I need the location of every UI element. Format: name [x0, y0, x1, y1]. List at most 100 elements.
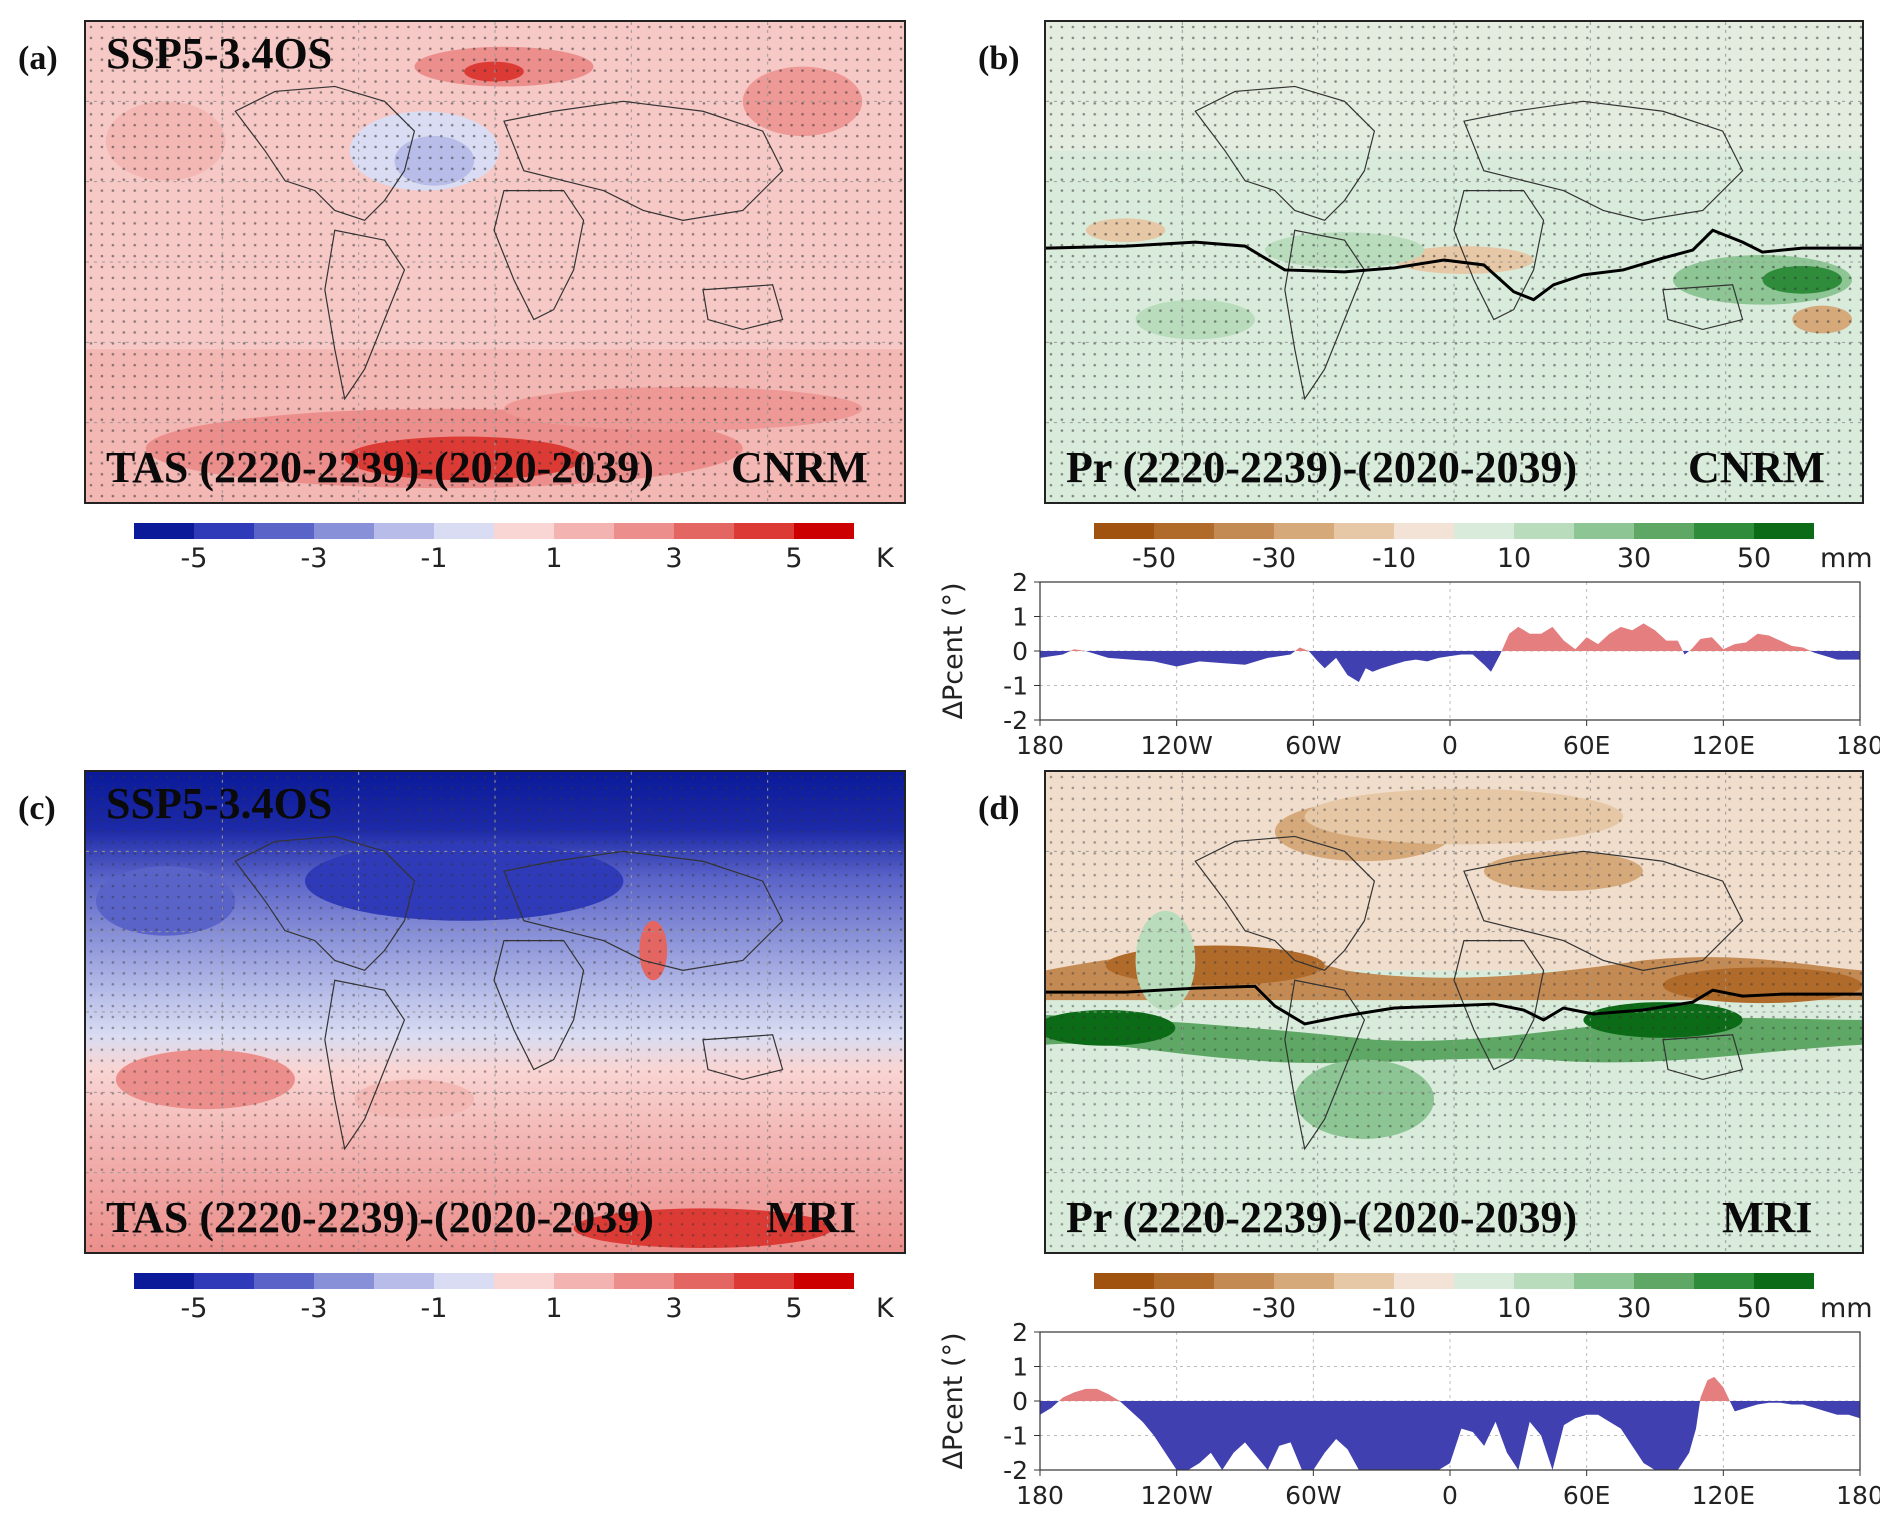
x-tick-label: 120W [1140, 731, 1212, 760]
colorbar-swatch [1454, 1273, 1514, 1289]
colorbar-swatch [434, 1273, 494, 1289]
colorbar-swatch [1754, 1273, 1814, 1289]
x-tick-label: 180 [1836, 731, 1880, 760]
cb-d-unit: mm [1820, 1293, 1873, 1324]
colorbar-swatch [494, 523, 554, 539]
cb-c-tick-3: -1 [420, 1293, 448, 1324]
x-tick-label: 60W [1285, 731, 1342, 760]
pr-map-mri [1046, 772, 1862, 1252]
cb-a-tick-5: 3 [665, 543, 683, 574]
colorbar-swatch [1694, 1273, 1754, 1289]
map-panel-c: SSP5-3.4OS TAS (2220-2239)-(2020-2039) M… [84, 770, 906, 1254]
colorbar-swatch [1634, 523, 1694, 539]
colorbar-swatch [1694, 523, 1754, 539]
y-tick-label: -2 [1003, 1456, 1028, 1485]
cb-b-unit: mm [1820, 543, 1873, 574]
colorbar-swatch [1394, 523, 1454, 539]
cb-a-unit: K [876, 543, 894, 574]
colorbar-swatch [794, 1273, 854, 1289]
cb-a-tick-2: -3 [300, 543, 328, 574]
colorbar-swatch [1754, 523, 1814, 539]
precip-centroid-line-b [1046, 228, 1862, 302]
colorbar-swatch [1274, 1273, 1334, 1289]
y-tick-label: 0 [1012, 637, 1028, 666]
colorbar-swatch [194, 523, 254, 539]
y-tick-label: 0 [1012, 1387, 1028, 1416]
colorbar-swatch [794, 523, 854, 539]
colorbar-swatch [254, 523, 314, 539]
colorbar-pr-d [1094, 1273, 1814, 1289]
panel-c-scenario: SSP5-3.4OS [106, 779, 333, 828]
colorbar-swatch [374, 1273, 434, 1289]
x-tick-label: 120W [1140, 1481, 1212, 1510]
colorbar-swatch [1334, 1273, 1394, 1289]
x-tick-label: 60E [1563, 731, 1611, 760]
x-tick-label: 180 [1836, 1481, 1880, 1510]
y-tick-label: -1 [1003, 672, 1028, 701]
cb-c-tick-5: 3 [665, 1293, 683, 1324]
cb-c-tick-1: -5 [180, 1293, 208, 1324]
colorbar-swatch [434, 523, 494, 539]
precip-centroid-line-d [1046, 984, 1862, 1026]
y-tick-label: -1 [1003, 1422, 1028, 1451]
colorbar-swatch [494, 1273, 554, 1289]
panel-a-label-left: TAS (2220-2239)-(2020-2039) [106, 443, 654, 492]
x-tick-label: 120E [1692, 1481, 1756, 1510]
cb-d-tick-1: -50 [1131, 1293, 1177, 1324]
area-negative [1040, 651, 1860, 683]
cb-a-tick-4: 1 [545, 543, 563, 574]
map-panel-b: Pr (2220-2239)-(2020-2039) CNRM [1044, 20, 1864, 504]
colorbar-tas-c [134, 1273, 854, 1289]
area-negative [1040, 1401, 1860, 1470]
cb-a-tick-1: -5 [180, 543, 208, 574]
cb-c-tick-6: 5 [785, 1293, 803, 1324]
colorbar-swatch [194, 1273, 254, 1289]
panel-b-letter: (b) [978, 40, 1020, 77]
colorbar-swatch [554, 523, 614, 539]
colorbar-swatch [614, 523, 674, 539]
colorbar-swatch [1634, 1273, 1694, 1289]
colorbar-swatch [1394, 1273, 1454, 1289]
cb-b-tick-4: 10 [1496, 543, 1532, 574]
colorbar-swatch [1154, 523, 1214, 539]
x-tick-label: 60W [1285, 1481, 1342, 1510]
colorbar-swatch [254, 1273, 314, 1289]
cb-d-tick-6: 50 [1736, 1293, 1772, 1324]
cb-a-tick-6: 5 [785, 543, 803, 574]
x-tick-label: 0 [1442, 1481, 1458, 1510]
colorbar-swatch [1514, 1273, 1574, 1289]
panel-d-letter: (d) [978, 790, 1020, 827]
y-axis-label: ΔPcent (°) [940, 582, 969, 719]
panel-b-label-left: Pr (2220-2239)-(2020-2039) [1066, 443, 1578, 492]
colorbar-tas-a [134, 523, 854, 539]
colorbar-swatch [554, 1273, 614, 1289]
colorbar-swatch [374, 523, 434, 539]
colorbar-swatch [1214, 523, 1274, 539]
y-tick-label: 1 [1012, 1353, 1028, 1382]
x-tick-label: 120E [1692, 731, 1756, 760]
colorbar-swatch [674, 1273, 734, 1289]
colorbar-swatch [614, 1273, 674, 1289]
colorbar-pr-b [1094, 523, 1814, 539]
cb-c-unit: K [876, 1293, 894, 1324]
cb-c-tick-2: -3 [300, 1293, 328, 1324]
colorbar-swatch [1154, 1273, 1214, 1289]
colorbar-swatch [1454, 523, 1514, 539]
colorbar-swatch [1094, 1273, 1154, 1289]
colorbar-swatch [314, 1273, 374, 1289]
cb-b-tick-5: 30 [1616, 543, 1652, 574]
colorbar-swatch [1574, 523, 1634, 539]
x-tick-label: 0 [1442, 731, 1458, 760]
colorbar-swatch [674, 523, 734, 539]
y-tick-label: 1 [1012, 603, 1028, 632]
colorbar-swatch [314, 523, 374, 539]
panel-a-scenario: SSP5-3.4OS [106, 29, 333, 78]
colorbar-swatch [1574, 1273, 1634, 1289]
y-tick-label: 2 [1012, 570, 1028, 597]
cb-b-tick-6: 50 [1736, 543, 1772, 574]
y-axis-label: ΔPcent (°) [940, 1332, 969, 1469]
colorbar-swatch [1274, 523, 1334, 539]
colorbar-swatch [734, 1273, 794, 1289]
colorbar-swatch [734, 523, 794, 539]
